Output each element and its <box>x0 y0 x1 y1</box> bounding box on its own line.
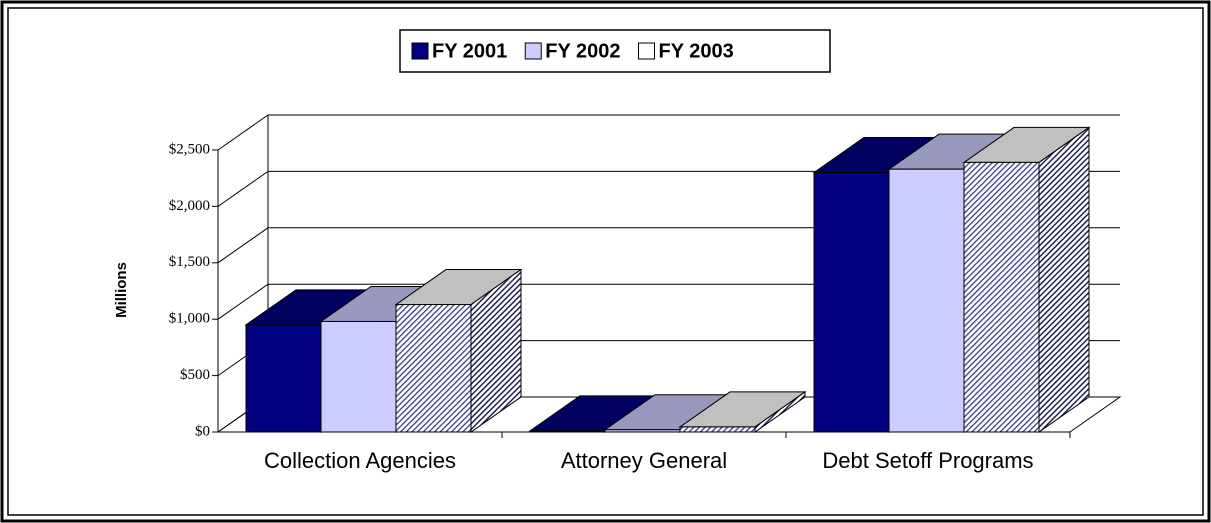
legend-swatch <box>411 42 429 60</box>
x-tick-label: Attorney General <box>561 448 727 473</box>
bar-side <box>1038 126 1090 433</box>
bar <box>888 168 965 433</box>
bar <box>320 320 397 433</box>
x-tick-label: Collection Agencies <box>264 448 456 473</box>
x-tick-label: Debt Setoff Programs <box>822 448 1033 473</box>
y-tick-label: $1,500 <box>169 254 210 270</box>
y-axis-label: Millions <box>113 262 130 318</box>
bar <box>963 161 1040 433</box>
grid-line <box>217 114 1120 151</box>
y-tick-label: $1,000 <box>169 311 210 327</box>
inner-frame <box>7 7 1204 516</box>
legend-swatch <box>524 42 542 60</box>
y-tick-label: $2,500 <box>169 141 210 157</box>
legend-label: FY 2001 <box>432 40 507 62</box>
bar <box>813 172 890 433</box>
legend-label: FY 2003 <box>659 40 734 62</box>
y-tick-label: $0 <box>195 423 210 439</box>
bar <box>529 430 606 433</box>
legend-box <box>399 29 831 73</box>
y-tick-label: $500 <box>180 367 210 383</box>
legend-label: FY 2002 <box>545 40 620 62</box>
bar <box>395 304 472 433</box>
bar <box>604 429 681 433</box>
bar <box>245 324 322 433</box>
legend-swatch <box>638 42 655 60</box>
bar <box>679 426 756 433</box>
y-tick-label: $2,000 <box>169 198 210 214</box>
